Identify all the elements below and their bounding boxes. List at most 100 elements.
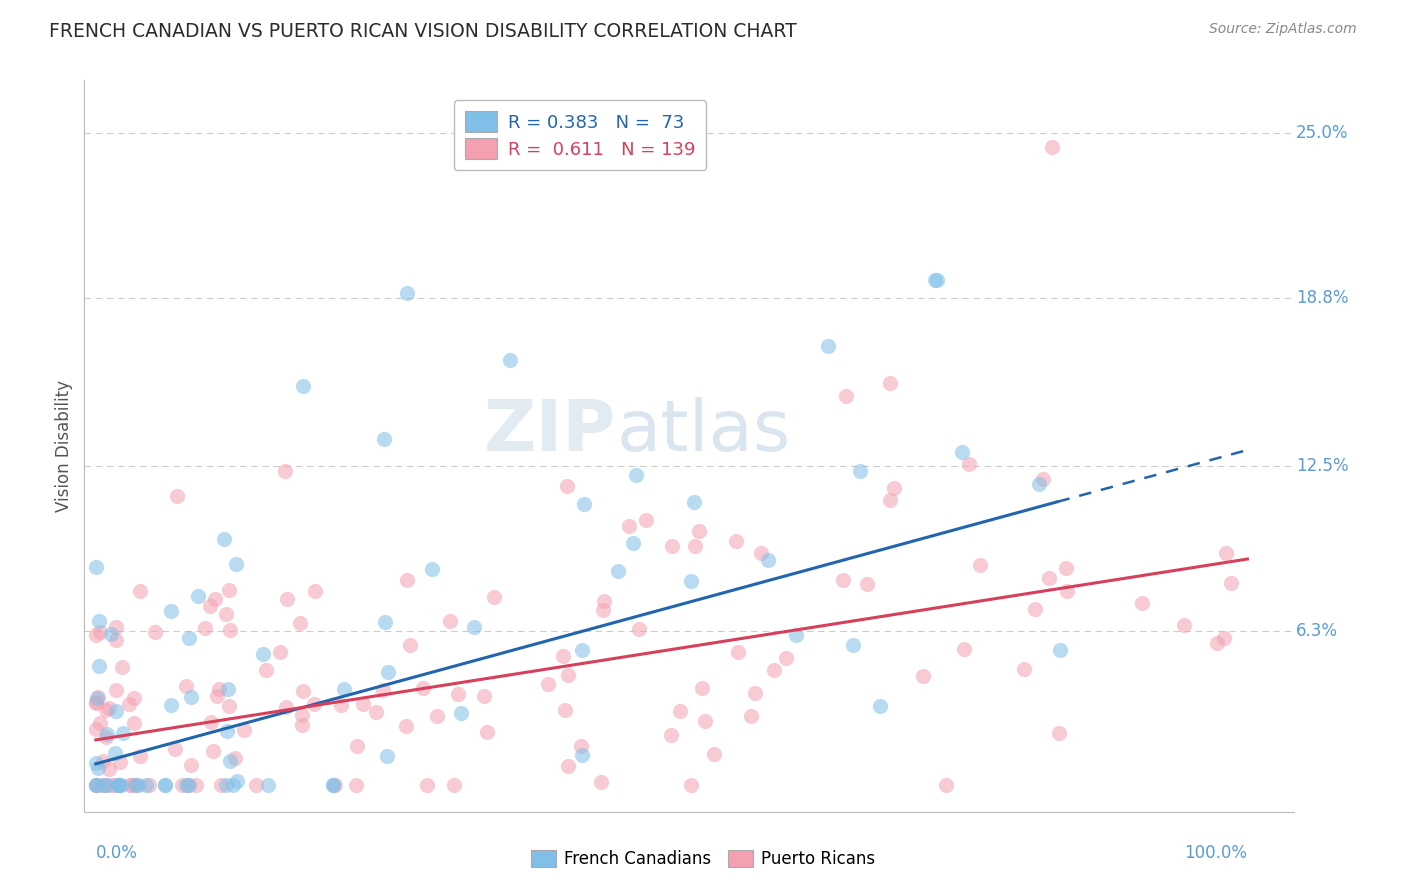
Point: [274, 700, 297, 714]
Point: [177, 778, 200, 792]
Point: [668, 704, 690, 718]
Point: [1012, 662, 1035, 676]
Point: [184, 778, 207, 792]
Point: [257, 778, 280, 792]
Point: [93, 778, 115, 792]
Point: [205, 689, 228, 703]
Point: [636, 512, 658, 526]
Text: Source: ZipAtlas.com: Source: ZipAtlas.com: [1209, 22, 1357, 37]
Point: [1032, 471, 1054, 485]
Point: [135, 778, 157, 792]
Point: [412, 681, 434, 696]
Point: [111, 660, 134, 674]
Point: [482, 591, 505, 605]
Point: [224, 751, 246, 765]
Point: [218, 623, 240, 637]
Point: [725, 533, 748, 548]
Point: [1040, 140, 1063, 154]
Point: [218, 582, 240, 597]
Point: [84, 696, 107, 710]
Point: [1038, 572, 1060, 586]
Point: [104, 704, 127, 718]
Point: [346, 739, 368, 753]
Point: [302, 697, 325, 711]
Point: [1028, 477, 1050, 491]
Point: [749, 546, 772, 560]
Point: [395, 574, 418, 588]
Point: [180, 757, 202, 772]
Point: [143, 625, 166, 640]
Point: [86, 696, 108, 710]
Point: [835, 389, 858, 403]
Point: [744, 685, 766, 699]
Point: [174, 778, 197, 792]
Point: [104, 746, 127, 760]
Legend: R = 0.383   N =  73, R =  0.611   N = 139: R = 0.383 N = 73, R = 0.611 N = 139: [454, 100, 706, 170]
Point: [323, 778, 346, 792]
Point: [683, 495, 706, 509]
Text: 12.5%: 12.5%: [1296, 457, 1348, 475]
Point: [94, 703, 117, 717]
Point: [217, 681, 239, 696]
Point: [84, 628, 107, 642]
Point: [105, 620, 128, 634]
Point: [118, 698, 141, 712]
Point: [118, 778, 141, 792]
Point: [273, 465, 295, 479]
Point: [911, 669, 934, 683]
Point: [153, 778, 176, 792]
Point: [371, 682, 394, 697]
Point: [475, 725, 498, 739]
Point: [291, 718, 314, 732]
Text: atlas: atlas: [616, 397, 790, 466]
Point: [87, 614, 110, 628]
Point: [569, 739, 592, 754]
Point: [450, 706, 472, 720]
Point: [129, 584, 152, 599]
Point: [292, 684, 315, 698]
Point: [84, 778, 107, 792]
Text: 18.8%: 18.8%: [1296, 289, 1348, 308]
Point: [969, 558, 991, 573]
Point: [96, 778, 118, 792]
Point: [322, 778, 344, 792]
Point: [177, 631, 200, 645]
Point: [377, 665, 399, 679]
Point: [108, 756, 131, 770]
Point: [333, 682, 356, 697]
Point: [536, 676, 558, 690]
Point: [91, 754, 114, 768]
Point: [1024, 602, 1046, 616]
Point: [1213, 631, 1236, 645]
Point: [111, 726, 134, 740]
Point: [727, 645, 749, 659]
Point: [322, 778, 344, 792]
Point: [304, 584, 326, 599]
Point: [86, 691, 108, 706]
Point: [100, 627, 122, 641]
Point: [869, 698, 891, 713]
Point: [89, 716, 111, 731]
Point: [292, 379, 315, 393]
Point: [593, 593, 616, 607]
Point: [690, 681, 713, 695]
Point: [621, 536, 644, 550]
Point: [84, 778, 107, 792]
Point: [122, 715, 145, 730]
Text: 25.0%: 25.0%: [1296, 125, 1348, 143]
Point: [100, 778, 122, 792]
Point: [194, 621, 217, 635]
Point: [269, 645, 291, 659]
Point: [554, 703, 576, 717]
Point: [219, 755, 242, 769]
Point: [703, 747, 725, 762]
Point: [160, 698, 183, 713]
Point: [1205, 636, 1227, 650]
Point: [817, 339, 839, 353]
Point: [957, 457, 980, 471]
Point: [848, 465, 870, 479]
Point: [375, 749, 398, 764]
Point: [879, 493, 901, 508]
Point: [104, 778, 127, 792]
Point: [855, 577, 877, 591]
